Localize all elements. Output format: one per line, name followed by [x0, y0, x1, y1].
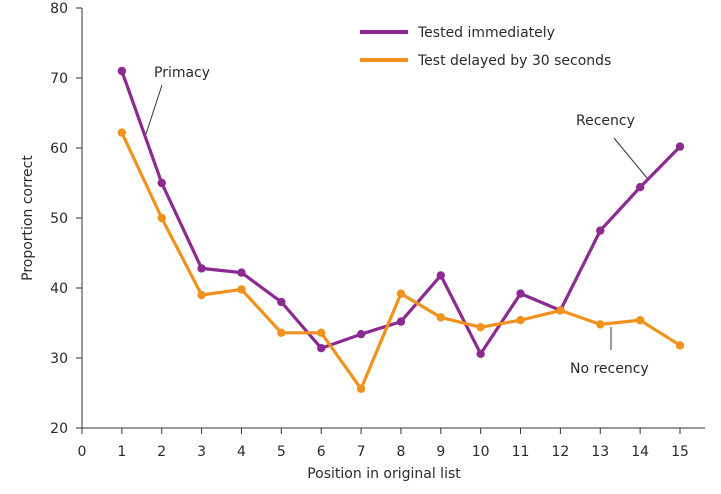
x-tick-label: 9	[436, 444, 445, 460]
data-point	[117, 128, 127, 137]
legend-label-tested-immediately: Tested immediately	[417, 25, 555, 41]
y-tick-label: 40	[50, 281, 68, 297]
y-tick-label: 50	[50, 211, 68, 227]
y-tick-label: 60	[50, 141, 68, 157]
data-point	[317, 344, 326, 353]
data-point	[556, 306, 565, 315]
y-tick-label: 80	[50, 1, 68, 17]
data-point	[356, 330, 366, 339]
annotation-primacy: Primacy	[154, 65, 210, 81]
y-tick-label: 70	[50, 71, 68, 87]
x-tick-label: 5	[277, 444, 286, 460]
y-tick-label: 20	[50, 421, 68, 437]
data-point	[356, 384, 366, 393]
x-tick-label: 2	[157, 444, 166, 460]
data-point	[596, 226, 605, 235]
annotation-recency-leader	[613, 137, 648, 179]
y-tick-label: 30	[50, 351, 68, 367]
data-point	[317, 328, 326, 337]
data-point	[277, 297, 286, 307]
x-tick-label: 4	[237, 444, 246, 460]
data-point	[476, 323, 485, 332]
data-point	[117, 66, 127, 76]
annotation-primacy-leader	[145, 84, 163, 135]
data-point	[436, 271, 445, 280]
annotation-no-recency: No recency	[570, 361, 649, 377]
x-tick-label: 7	[357, 444, 366, 460]
x-tick-label: 8	[396, 444, 405, 460]
data-point	[476, 349, 485, 358]
x-tick-label: 11	[512, 444, 530, 460]
annotations: Primacy Recency No recency	[145, 65, 649, 377]
legend-label-test-delayed: Test delayed by 30 seconds	[417, 53, 611, 69]
data-point	[237, 268, 246, 277]
data-point	[675, 142, 685, 151]
y-axis: 20 30 40 50 60 70 80	[50, 1, 83, 437]
data-point	[396, 317, 406, 326]
annotation-recency: Recency	[576, 113, 635, 129]
series-line	[120, 131, 681, 391]
data-point	[516, 289, 525, 298]
data-point	[277, 328, 286, 337]
series-0	[117, 66, 685, 358]
x-tick-label: 6	[317, 444, 326, 460]
data-point	[635, 183, 645, 192]
y-axis-label: Proportion correct	[20, 155, 36, 281]
x-tick-label: 1	[117, 444, 126, 460]
x-tick-label: 3	[197, 444, 206, 460]
data-point	[237, 285, 246, 294]
data-point	[596, 320, 605, 329]
series-layer	[117, 66, 685, 393]
data-point	[635, 316, 645, 325]
x-tick-label: 14	[631, 444, 649, 460]
data-point	[197, 264, 206, 273]
x-axis: 0 1 2 3 4 5 6 7 8 9 10 11 12 13 14 15	[78, 427, 705, 460]
data-point	[396, 289, 406, 298]
data-point	[157, 213, 166, 223]
x-tick-label: 13	[591, 444, 609, 460]
x-tick-label: 10	[472, 444, 490, 460]
series-1	[117, 128, 685, 393]
data-point	[675, 341, 685, 350]
data-point	[436, 313, 445, 322]
data-point	[516, 316, 525, 325]
legend: Tested immediately Test delayed by 30 se…	[360, 25, 611, 69]
data-point	[157, 178, 166, 188]
x-tick-label: 15	[671, 444, 689, 460]
x-axis-label: Position in original list	[307, 466, 461, 482]
x-tick-label: 12	[551, 444, 569, 460]
data-point	[197, 290, 206, 300]
x-tick-label: 0	[78, 444, 87, 460]
